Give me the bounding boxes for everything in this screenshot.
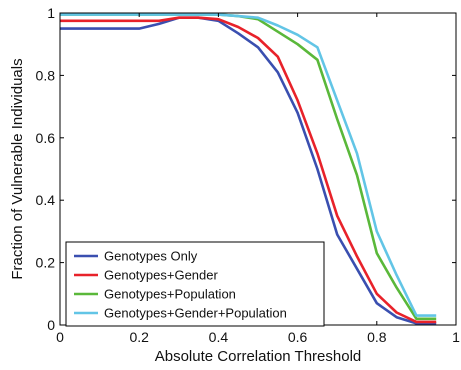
x-tick-label: 1 (452, 329, 460, 345)
y-tick-label: 0.2 (36, 255, 56, 271)
legend-label-3: Genotypes+Population (104, 287, 236, 302)
y-axis-label: Fraction of Vulnerable Individuals (9, 58, 26, 279)
series-line-4 (60, 13, 437, 317)
x-tick-label: 0.8 (367, 329, 387, 345)
legend: Genotypes Only Genotypes+Gender Genotypes+… (65, 241, 325, 327)
y-tick-label: 0.4 (36, 192, 56, 208)
x-tick-label: 0.4 (209, 329, 229, 345)
y-tick-label: 1 (47, 5, 55, 21)
legend-label-1: Genotypes Only (104, 249, 198, 264)
legend-label-4: Genotypes+Gender+Population (104, 306, 287, 321)
y-tick-label: 0 (47, 317, 55, 333)
x-tick-label: 0.6 (288, 329, 308, 345)
series-line-1 (60, 16, 437, 325)
x-tick-label: 0 (56, 329, 64, 345)
axis-ticks: 0 0.2 0.4 0.6 0.8 1 0 0.2 0.4 0.6 0.8 1 (36, 5, 461, 345)
x-axis-label: Absolute Correlation Threshold (155, 348, 362, 365)
x-tick-label: 0.2 (129, 329, 149, 345)
series-line-2 (60, 16, 437, 324)
y-tick-label: 0.8 (36, 67, 56, 83)
legend-box (65, 241, 325, 327)
y-tick-label: 0.6 (36, 130, 56, 146)
series-lines (60, 13, 437, 325)
legend-label-2: Genotypes+Gender (104, 268, 218, 283)
